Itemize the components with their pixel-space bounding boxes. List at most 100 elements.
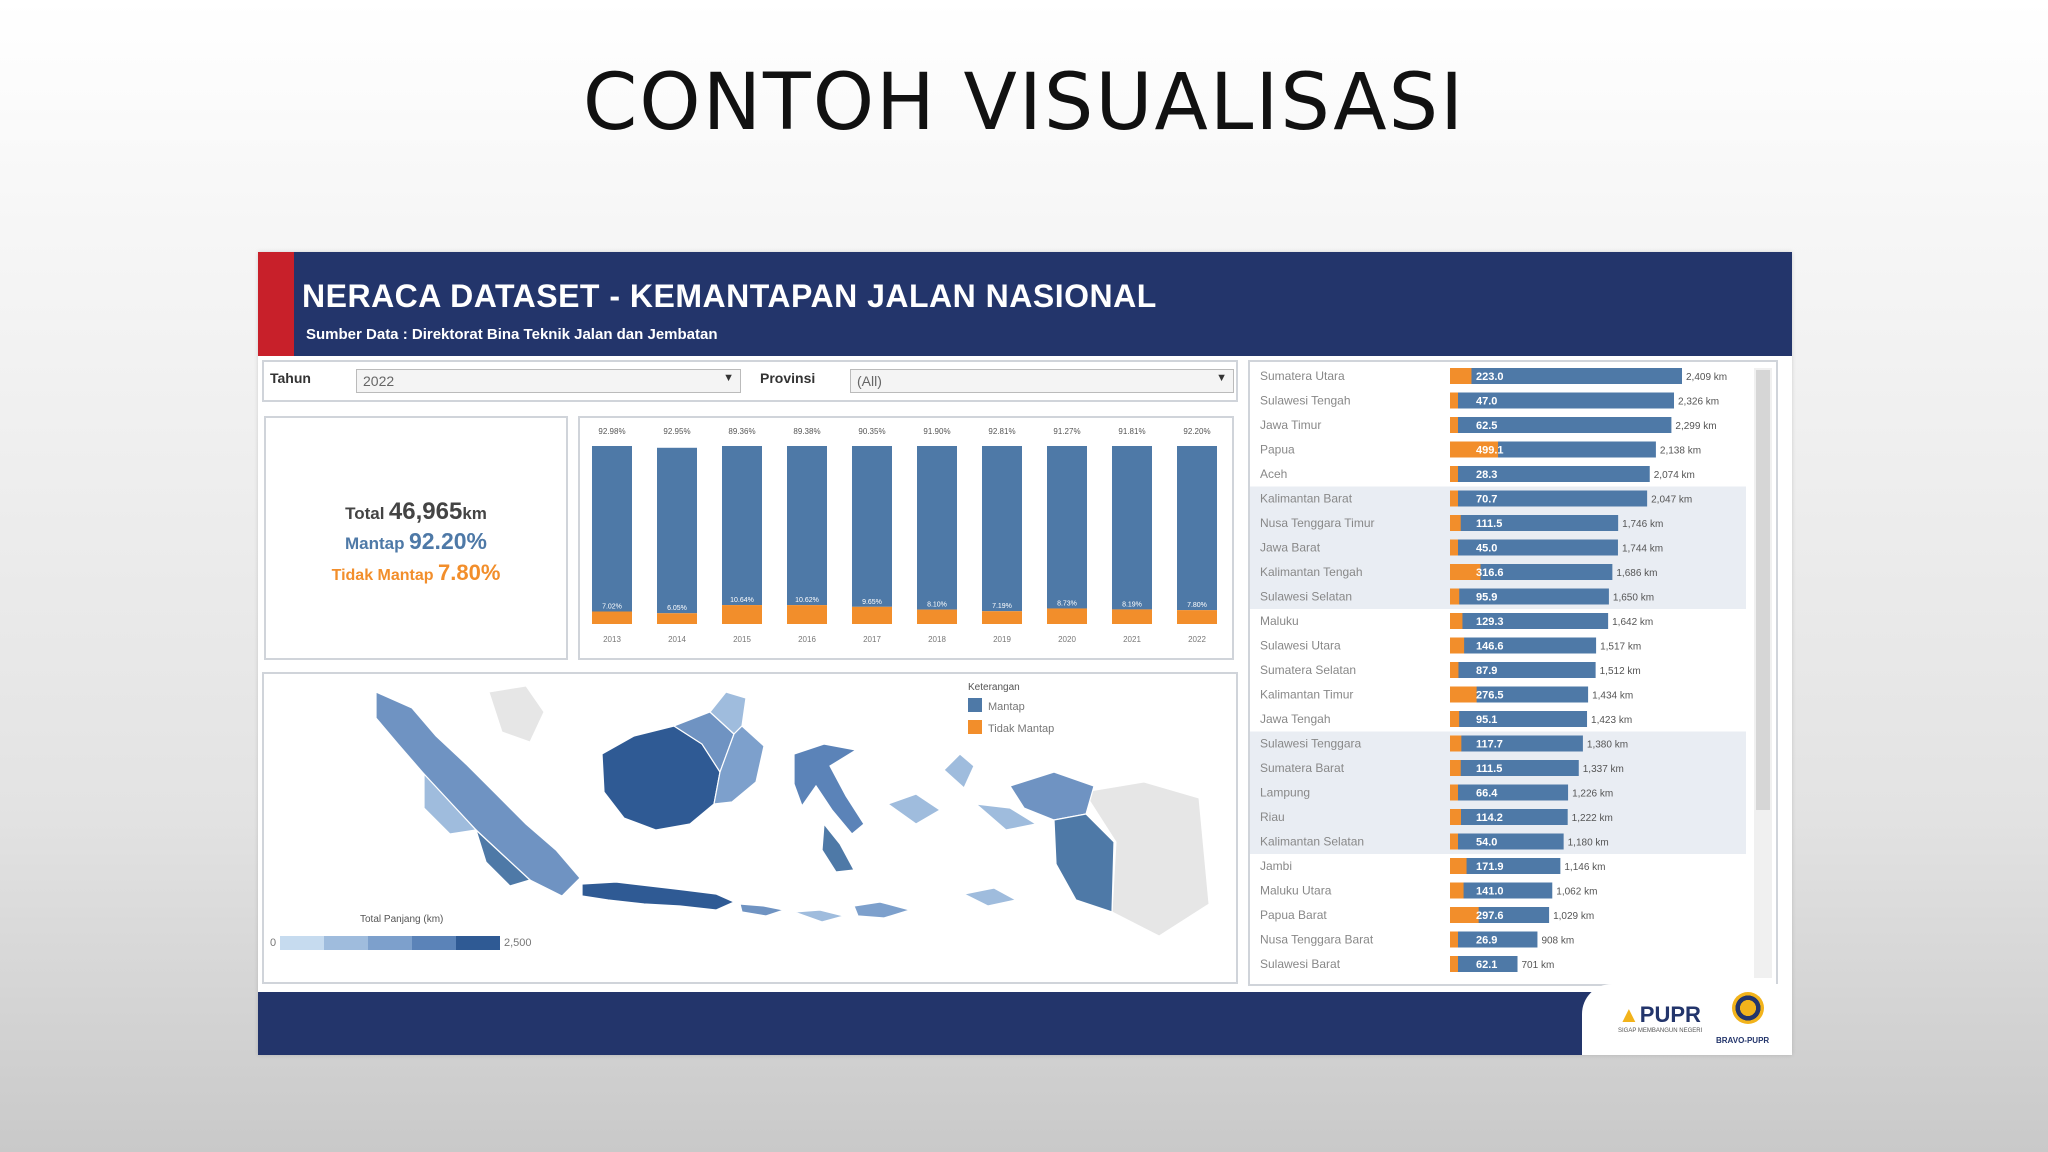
bar-tidak-mantap-papua-barat [1450, 907, 1479, 923]
bar-mantap-lampung [1450, 784, 1569, 801]
total-label: 1,226 km [1572, 789, 1613, 800]
total-label: 1,337 km [1583, 764, 1624, 775]
provinsi-label: Provinsi [760, 370, 816, 386]
pupr-logo: ▲PUPR [1618, 1002, 1701, 1027]
bar-mantap-kalimantan-selatan [1450, 833, 1564, 850]
bar-tidak-mantap-2018 [917, 609, 957, 624]
chevron-down-icon: ▼ [723, 372, 734, 384]
bar-mantap-maluku [1450, 613, 1609, 629]
bar-value-label: 70.7 [1476, 494, 1497, 506]
bar-mantap-sumatera-selatan [1450, 662, 1596, 678]
filter-bar: Tahun 2022 ▼ Provinsi (All) ▼ [262, 360, 1238, 402]
bar-label-mantap-2015: 89.36% [728, 427, 755, 436]
bar-mantap-jawa-timur [1450, 417, 1672, 433]
bar-tidak-mantap-jambi [1450, 858, 1467, 874]
accent-strip [258, 252, 294, 356]
bar-mantap-papua [1450, 441, 1656, 458]
bar-tidak-mantap-sumatera-utara [1450, 368, 1472, 384]
province-label: Sulawesi Barat [1260, 957, 1341, 971]
yearly-stacked-bar-chart: 92.98% 7.02% 2013 92.95% 6.05% 2014 89.36% 10.6… [592, 427, 1217, 644]
bar-mantap-sumatera-barat [1450, 760, 1579, 776]
tahun-select-value: 2022 [363, 373, 395, 389]
bar-mantap-kalimantan-barat [1450, 490, 1648, 507]
map-panel: Keterangan Mantap Tidak Mantap Total Pan… [262, 672, 1238, 984]
bar-tidak-mantap-papua [1450, 441, 1499, 458]
bar-value-label: 297.6 [1476, 910, 1504, 922]
total-label: 1,650 km [1613, 593, 1654, 604]
bar-label-mantap-2022: 92.20% [1183, 427, 1210, 436]
bar-mantap-2018 [917, 446, 957, 610]
bar-value-label: 111.5 [1476, 763, 1502, 775]
legend-title: Keterangan [968, 682, 1020, 693]
bar-tidak-mantap-kalimantan-tengah [1450, 564, 1481, 580]
total-label: 1,686 km [1616, 568, 1657, 579]
bar-tidak-mantap-2016 [787, 605, 827, 624]
kpi-panel: Total 46,965km Mantap 92.20% Tidak Manta… [264, 416, 568, 660]
province-label: Jawa Timur [1260, 418, 1321, 432]
province-label: Maluku Utara [1260, 884, 1332, 898]
province-label: Kalimantan Tengah [1260, 565, 1363, 579]
x-tick-2022: 2022 [1188, 635, 1206, 644]
province-label: Sulawesi Tengah [1260, 394, 1351, 408]
kpi-total-unit: km [462, 504, 487, 523]
bar-value-label: 117.7 [1476, 739, 1503, 751]
bar-label-mantap-2018: 91.90% [923, 427, 950, 436]
bar-mantap-sulawesi-tenggara [1450, 735, 1583, 752]
bar-tidak-mantap-sulawesi-selatan [1450, 588, 1460, 605]
scale-step-1 [280, 936, 324, 950]
legend-swatch-tidak-mantap [968, 720, 982, 734]
footer-band [258, 992, 1792, 1055]
bar-tidak-mantap-aceh [1450, 466, 1458, 482]
total-label: 1,380 km [1587, 740, 1628, 751]
bar-tidak-mantap-sulawesi-tenggara [1450, 735, 1462, 752]
total-label: 1,744 km [1622, 544, 1663, 555]
province-label: Lampung [1260, 786, 1310, 800]
x-tick-2019: 2019 [993, 635, 1011, 644]
bar-value-label: 141.0 [1476, 886, 1504, 898]
total-label: 1,517 km [1600, 642, 1641, 653]
bar-tidak-mantap-sulawesi-barat [1450, 956, 1458, 972]
total-label: 2,409 km [1686, 372, 1727, 383]
bar-value-label: 111.5 [1476, 518, 1502, 530]
total-label: 1,512 km [1600, 666, 1641, 677]
scale-step-4 [412, 936, 456, 950]
scale-step-3 [368, 936, 412, 950]
x-tick-2017: 2017 [863, 635, 881, 644]
kpi-total-label: Total [345, 504, 385, 523]
bar-tidak-mantap-nusa-tenggara-timur [1450, 515, 1461, 531]
provinsi-select[interactable]: (All) ▼ [850, 369, 1234, 393]
province-label: Jambi [1260, 859, 1292, 873]
bar-tidak-mantap-sulawesi-utara [1450, 637, 1465, 654]
province-label: Nusa Tenggara Timur [1260, 516, 1375, 530]
tahun-select[interactable]: 2022 ▼ [356, 369, 741, 393]
chevron-down-icon: ▼ [1216, 372, 1227, 384]
bar-tidak-mantap-2014 [657, 613, 697, 624]
bar-label-tidak-mantap-2018: 8.10% [927, 602, 947, 609]
bar-tidak-mantap-riau [1450, 809, 1461, 825]
bar-mantap-sulawesi-utara [1450, 637, 1597, 654]
bar-mantap-maluku-utara [1450, 882, 1553, 899]
yearly-chart-panel: 92.98% 7.02% 2013 92.95% 6.05% 2014 89.36% 10.6… [578, 416, 1234, 660]
indonesia-choropleth-map[interactable]: Keterangan Mantap Tidak Mantap Total Pan… [264, 674, 1236, 982]
total-label: 1,180 km [1568, 838, 1609, 849]
bar-tidak-mantap-2022 [1177, 610, 1217, 624]
bar-tidak-mantap-nusa-tenggara-barat [1450, 931, 1458, 948]
bar-label-tidak-mantap-2021: 8.19% [1122, 601, 1142, 608]
province-label: Papua [1260, 443, 1295, 457]
bar-label-tidak-mantap-2015: 10.64% [730, 597, 754, 604]
province-label: Sumatera Selatan [1260, 663, 1356, 677]
bar-label-mantap-2020: 91.27% [1053, 427, 1080, 436]
bar-value-label: 223.0 [1476, 371, 1504, 383]
bar-value-label: 499.1 [1476, 445, 1504, 457]
total-label: 1,222 km [1572, 813, 1613, 824]
x-tick-2016: 2016 [798, 635, 816, 644]
kpi-total-value: 46,965 [388, 498, 463, 525]
province-label: Jawa Barat [1260, 541, 1321, 555]
bar-mantap-2021 [1112, 446, 1152, 610]
bar-mantap-kalimantan-timur [1450, 686, 1589, 703]
bar-tidak-mantap-sumatera-selatan [1450, 662, 1459, 678]
bar-value-label: 26.9 [1476, 935, 1497, 947]
kpi-mantap-value: 92.20% [408, 528, 487, 554]
province-scrollbar-thumb[interactable] [1756, 370, 1770, 810]
bravo-emblem-icon [1732, 992, 1764, 1024]
